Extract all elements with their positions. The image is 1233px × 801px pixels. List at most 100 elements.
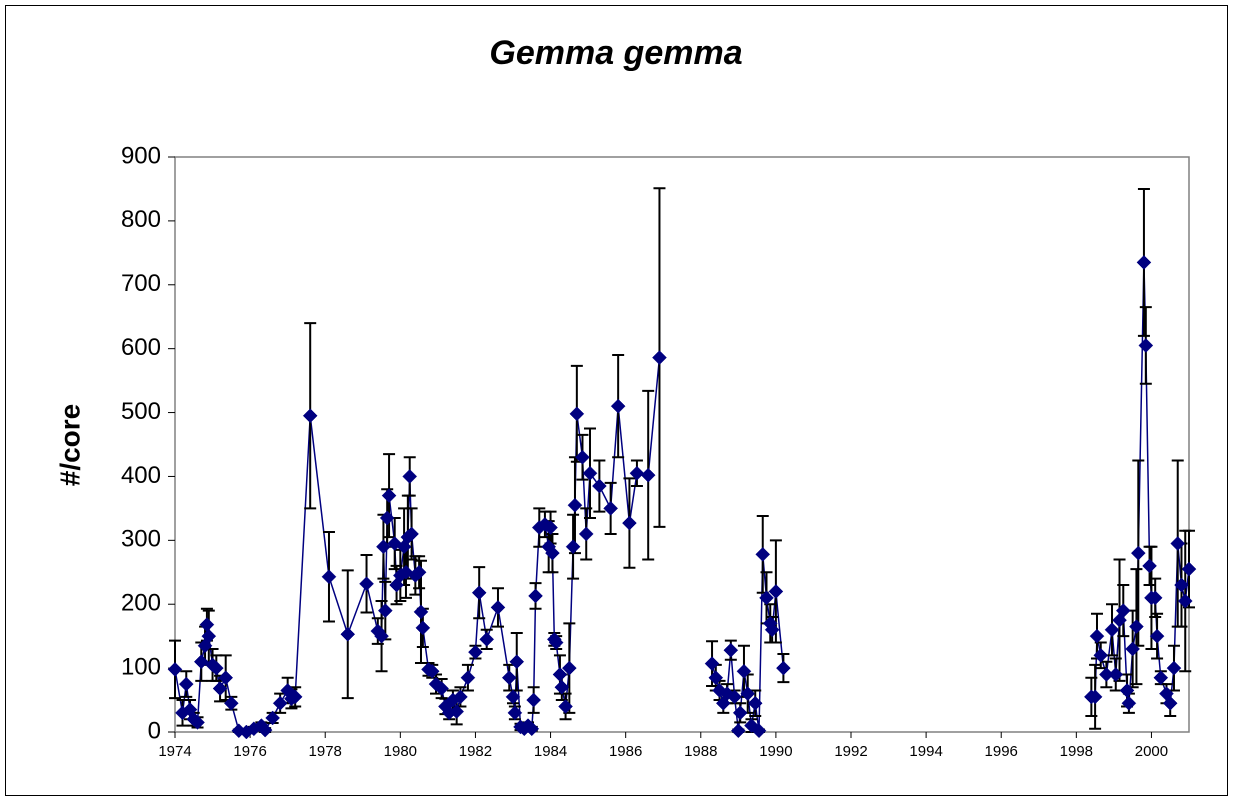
data-point xyxy=(208,660,224,676)
data-point xyxy=(190,715,205,730)
data-point xyxy=(359,576,374,592)
data-point xyxy=(603,501,618,516)
data-point xyxy=(376,539,391,555)
data-point xyxy=(201,628,217,644)
data-point xyxy=(1115,603,1131,618)
data-point xyxy=(223,695,239,711)
data-point xyxy=(582,465,598,481)
data-point xyxy=(424,663,440,679)
data-point xyxy=(1138,338,1154,353)
y-tick-label: 300 xyxy=(121,526,161,553)
data-point xyxy=(1136,255,1152,270)
data-point xyxy=(1104,622,1120,638)
data-point xyxy=(490,600,506,615)
data-point xyxy=(1174,577,1189,593)
data-point xyxy=(1162,695,1178,711)
data-point xyxy=(374,628,389,644)
data-point xyxy=(629,465,645,481)
data-point xyxy=(218,670,234,686)
data-point xyxy=(768,584,784,599)
data-point xyxy=(569,406,585,422)
x-tick-label: 1988 xyxy=(684,743,717,760)
data-point xyxy=(543,520,558,535)
data-point xyxy=(712,683,727,698)
data-point xyxy=(434,681,449,696)
x-tick-label: 1978 xyxy=(309,743,342,760)
data-point xyxy=(453,689,468,705)
x-tick-label: 1984 xyxy=(534,743,567,760)
plot-area xyxy=(174,156,1190,733)
data-point xyxy=(610,398,626,414)
data-point xyxy=(524,721,540,737)
x-tick-label: 1974 xyxy=(158,743,191,760)
data-point xyxy=(402,469,418,484)
chart-title: Gemma gemma xyxy=(489,34,742,72)
y-tick-label: 900 xyxy=(121,142,161,169)
data-point xyxy=(528,588,543,604)
x-tick-label: 1986 xyxy=(609,743,642,760)
x-tick-label: 1982 xyxy=(459,743,492,760)
data-point xyxy=(578,526,594,542)
x-tick-label: 2000 xyxy=(1135,743,1168,760)
data-point xyxy=(167,662,183,677)
data-point xyxy=(1121,695,1137,711)
x-tick-label: 1994 xyxy=(909,743,942,760)
y-tick-label: 600 xyxy=(121,334,161,361)
data-point xyxy=(704,656,720,671)
data-point xyxy=(1119,683,1135,698)
y-tick-label: 0 xyxy=(148,717,161,744)
data-point xyxy=(379,510,395,526)
data-point xyxy=(193,654,209,670)
data-point xyxy=(509,654,525,670)
data-point xyxy=(744,718,759,733)
data-point xyxy=(411,564,427,580)
data-point xyxy=(449,704,465,719)
data-line xyxy=(1091,262,1190,704)
x-tick-label: 1990 xyxy=(759,743,792,760)
data-point xyxy=(719,686,735,702)
data-point xyxy=(257,722,273,738)
data-point xyxy=(340,626,356,642)
data-point xyxy=(287,689,303,705)
data-point xyxy=(558,699,573,714)
data-point xyxy=(1181,561,1197,577)
data-point xyxy=(1087,689,1103,705)
data-point xyxy=(727,689,742,705)
data-point xyxy=(548,635,564,650)
x-tick-label: 1992 xyxy=(834,743,867,760)
data-point xyxy=(1093,647,1109,663)
data-point xyxy=(592,478,607,494)
data-point xyxy=(302,408,318,424)
data-point xyxy=(640,467,656,483)
data-point xyxy=(736,663,752,679)
data-point xyxy=(507,705,523,721)
data-point xyxy=(460,670,476,686)
data-point xyxy=(759,590,774,606)
x-tick-label: 1976 xyxy=(233,743,266,760)
data-point xyxy=(740,686,756,702)
data-point xyxy=(479,632,495,647)
data-point xyxy=(1170,536,1186,551)
data-point xyxy=(622,515,637,531)
data-point xyxy=(1153,670,1169,686)
data-point xyxy=(567,497,583,513)
data-point xyxy=(415,620,431,636)
data-point xyxy=(552,667,568,682)
data-point xyxy=(1129,619,1144,634)
data-point xyxy=(1177,593,1193,609)
data-point xyxy=(1142,558,1157,574)
x-tick-label: 1996 xyxy=(985,743,1018,760)
data-point xyxy=(398,564,414,580)
data-point xyxy=(1125,641,1141,657)
data-point xyxy=(554,679,570,695)
data-point xyxy=(526,692,542,708)
y-tick-label: 700 xyxy=(121,270,161,297)
data-point xyxy=(321,569,337,585)
data-point xyxy=(730,723,746,739)
y-tick-label: 800 xyxy=(121,206,161,233)
data-point xyxy=(747,695,763,711)
data-point xyxy=(387,536,403,551)
data-point xyxy=(652,350,667,365)
